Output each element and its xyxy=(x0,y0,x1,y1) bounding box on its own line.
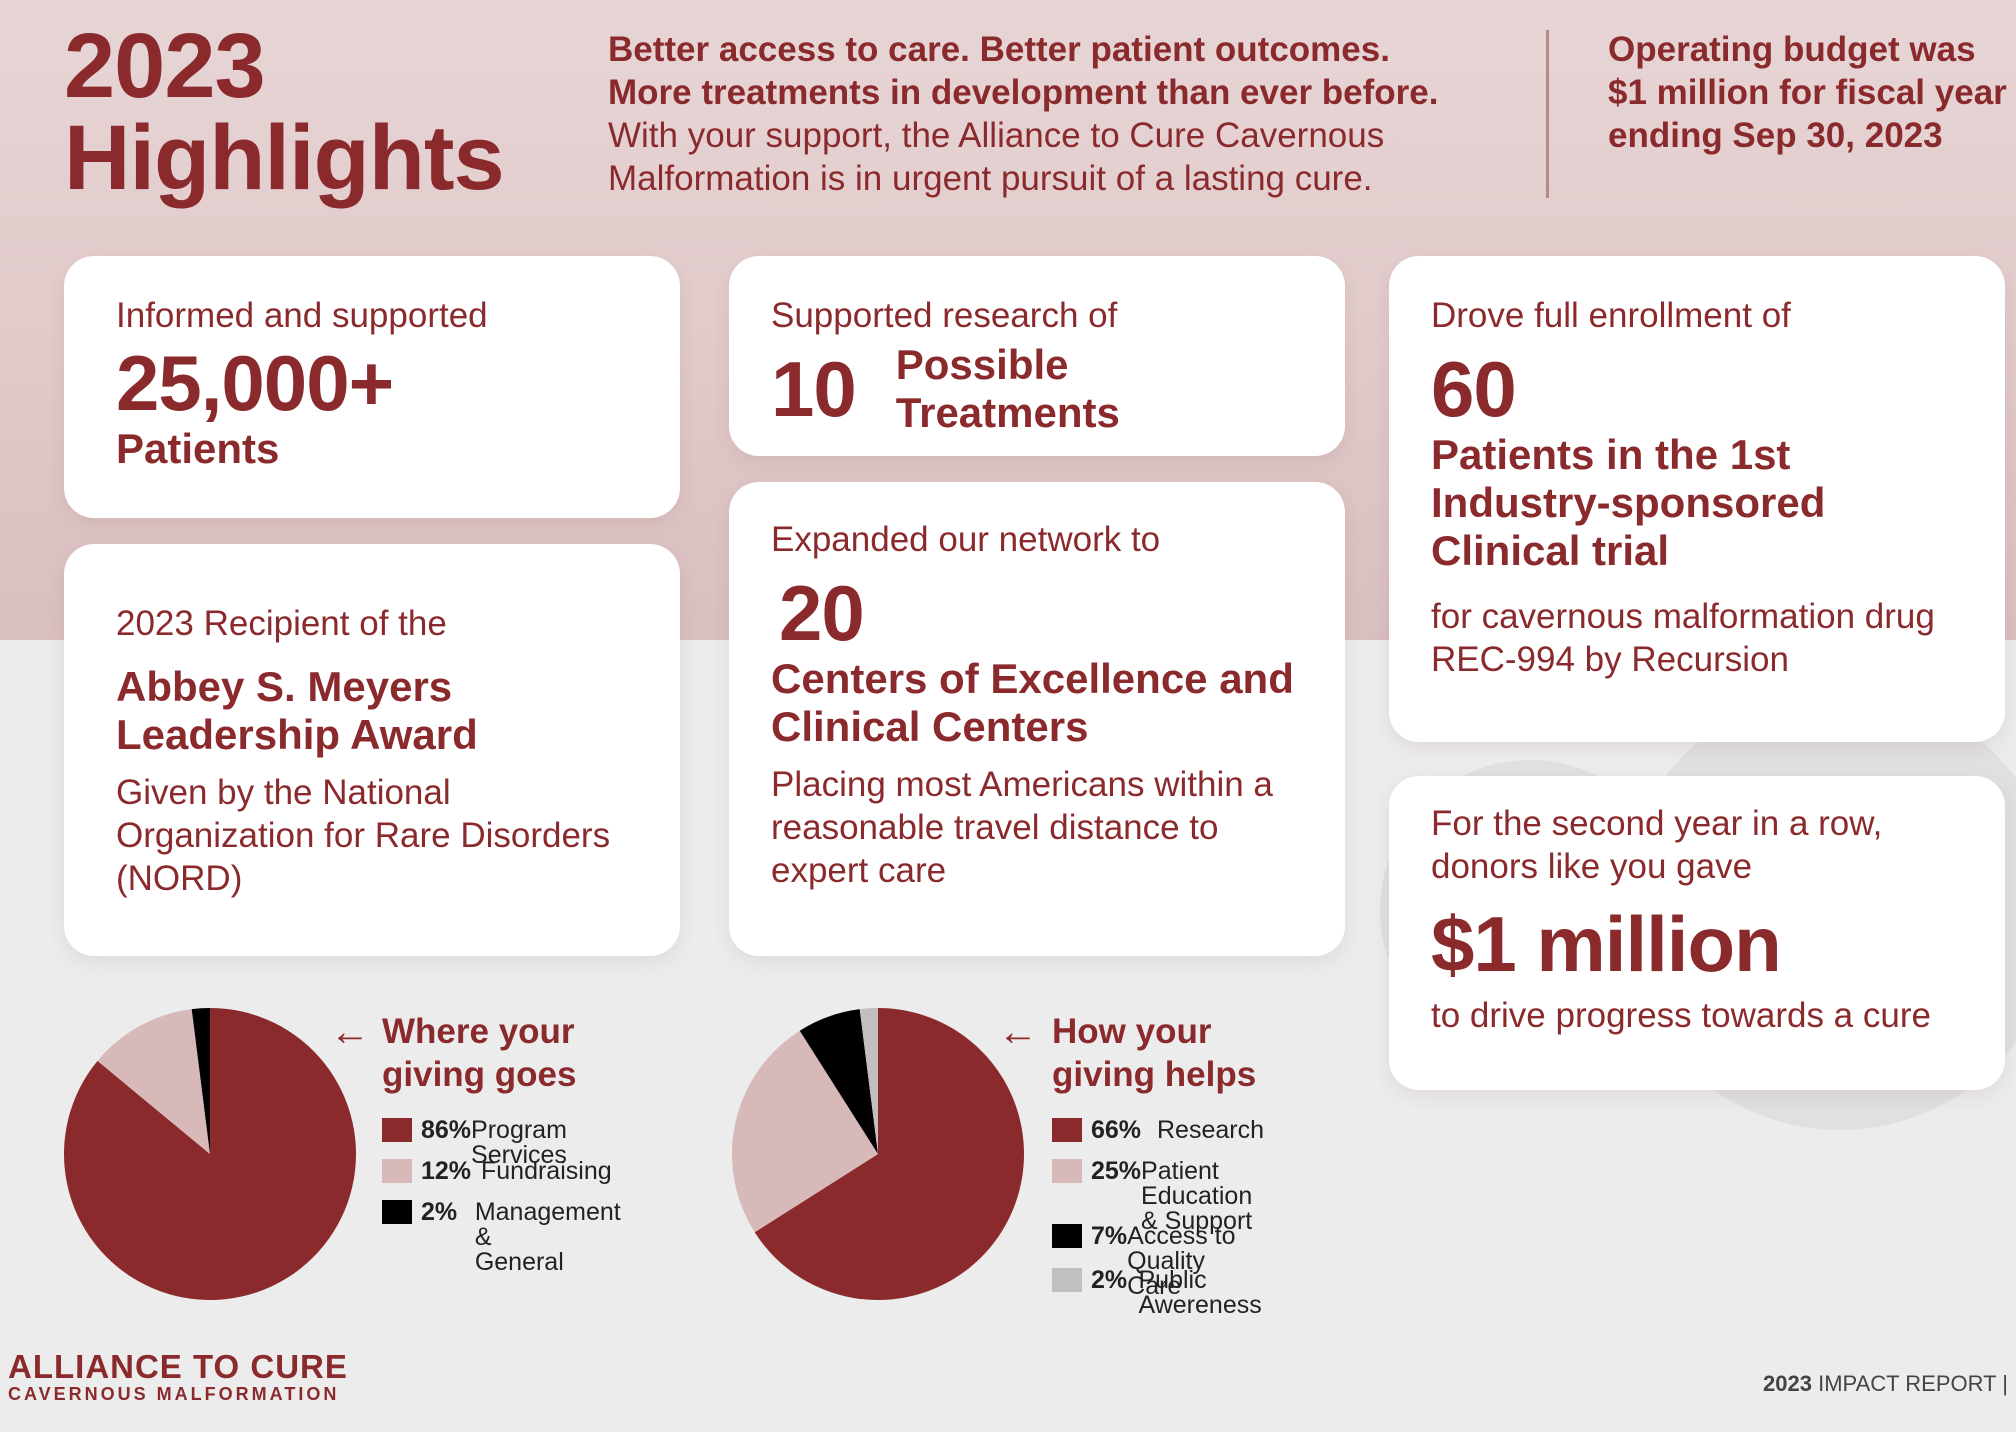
pie-slices xyxy=(732,1008,1024,1300)
intro-bold-2: More treatments in development than ever… xyxy=(608,73,1439,112)
card-detail: for cavernous malformation drug REC-994 … xyxy=(1431,597,1935,679)
pie-slice-2 xyxy=(799,1009,878,1154)
card-detail: Placing most Americans within a reasonab… xyxy=(771,765,1273,890)
pie-slice-1 xyxy=(732,1030,878,1233)
card-number: 25,000+ xyxy=(116,339,394,427)
card-lead: Expanded our network to xyxy=(771,520,1161,559)
legend-item: 12% Fundraising xyxy=(382,1159,612,1184)
legend-label: Program Services xyxy=(471,1116,567,1169)
legend-label: Management & General xyxy=(474,1198,621,1276)
logo-line-1: ALLIANCE TO CURE xyxy=(8,1348,348,1385)
pie-title: Where your giving goes xyxy=(382,1012,577,1094)
card-stat: 10 Possible Treatments xyxy=(771,341,1303,437)
card-treatments: Supported research of 10 Possible Treatm… xyxy=(729,256,1345,456)
legend-percent: 12% xyxy=(421,1157,472,1185)
legend-item: 66% Research xyxy=(1052,1118,1264,1143)
legend-swatch xyxy=(1052,1118,1082,1142)
legend-label: Public Awereness xyxy=(1138,1266,1262,1319)
budget-note: Operating budget was $1 million for fisc… xyxy=(1608,30,2007,155)
card-lead: 2023 Recipient of the xyxy=(116,604,447,643)
card-lead: Supported research of xyxy=(771,296,1118,335)
pie-slice-3 xyxy=(859,1008,878,1154)
card-donors: For the second year in a row, donors lik… xyxy=(1389,776,2005,1090)
legend-label: Access to Quality Care xyxy=(1127,1222,1236,1300)
legend-item: 2% Management & General xyxy=(382,1200,627,1275)
card-label: Patients in the 1st Industry-sponsored C… xyxy=(1431,431,1826,574)
card-number: 10 xyxy=(771,345,857,433)
alliance-logo: ALLIANCE TO CURE CAVERNOUS MALFORMATION xyxy=(8,1348,348,1405)
pie-chart-giving-helps xyxy=(732,1008,1024,1300)
pie-chart-giving-goes xyxy=(63,1008,356,1300)
card-label: Possible Treatments xyxy=(895,341,1120,436)
pie-slice-0 xyxy=(754,1008,1024,1300)
arrow-left-icon: ← xyxy=(330,1010,370,1054)
legend-item: 2% Public Awereness xyxy=(1052,1268,1280,1318)
card-lead: Drove full enrollment of xyxy=(1431,296,1791,335)
legend-percent: 86% xyxy=(421,1116,472,1144)
pie-slices xyxy=(63,1008,356,1300)
card-lead: Informed and supported xyxy=(116,296,488,335)
legend-percent: 25% xyxy=(1091,1157,1142,1185)
award-name: Abbey S. Meyers Leadership Award xyxy=(116,663,478,758)
legend-swatch xyxy=(1052,1268,1082,1292)
legend-percent: 2% xyxy=(1091,1266,1128,1294)
header-divider xyxy=(1546,30,1549,198)
legend-swatch xyxy=(1052,1224,1082,1248)
legend-swatch xyxy=(382,1118,412,1142)
pie-slice-1 xyxy=(97,1009,210,1154)
card-patients: Informed and supported 25,000+ Patients xyxy=(64,256,680,518)
card-label: Patients xyxy=(116,425,280,472)
donation-amount: $1 million xyxy=(1431,900,1782,988)
intro-bold-1: Better access to care. Better patient ou… xyxy=(608,30,1390,69)
card-label: Centers of Excellence and Clinical Cente… xyxy=(771,655,1294,750)
arrow-left-icon: ← xyxy=(998,1010,1038,1054)
footer-year: 2023 xyxy=(1763,1371,1812,1396)
pie-slice-0 xyxy=(63,1008,356,1300)
footer-text: IMPACT REPORT | xyxy=(1811,1371,2008,1396)
page-title: 2023 Highlights xyxy=(64,15,505,209)
card-number: 60 xyxy=(1431,345,1517,433)
card-award: 2023 Recipient of the Abbey S. Meyers Le… xyxy=(64,544,680,956)
legend-item: 86% Program Services xyxy=(382,1118,577,1168)
card-network: Expanded our network to 20 Centers of Ex… xyxy=(729,482,1345,956)
card-enrollment: Drove full enrollment of 60 Patients in … xyxy=(1389,256,2005,742)
card-lead: For the second year in a row, donors lik… xyxy=(1431,804,1883,886)
pie-slice-2 xyxy=(191,1008,210,1154)
card-detail: Given by the National Organization for R… xyxy=(116,773,611,898)
legend-percent: 2% xyxy=(421,1198,458,1226)
legend-label: Fundraising xyxy=(481,1157,612,1185)
pie-title: How your giving helps xyxy=(1052,1012,1257,1094)
title-word: Highlights xyxy=(64,107,505,209)
card-detail: to drive progress towards a cure xyxy=(1431,996,1931,1035)
legend-item: 25% Patient Education & Support xyxy=(1052,1159,1268,1234)
legend-percent: 66% xyxy=(1091,1116,1142,1144)
legend-label: Patient Education & Support xyxy=(1141,1157,1253,1235)
intro-text: Better access to care. Better patient ou… xyxy=(608,28,1528,200)
legend-item: 7% Access to Quality Care xyxy=(1052,1224,1238,1299)
title-year: 2023 xyxy=(64,15,266,117)
legend-swatch xyxy=(382,1159,412,1183)
legend-swatch xyxy=(382,1200,412,1224)
footer-label: 2023 IMPACT REPORT | xyxy=(1763,1370,2008,1398)
card-number: 20 xyxy=(779,569,865,657)
legend-label: Research xyxy=(1157,1116,1264,1144)
intro-body: With your support, the Alliance to Cure … xyxy=(608,116,1385,198)
logo-line-2: CAVERNOUS MALFORMATION xyxy=(8,1384,340,1404)
legend-percent: 7% xyxy=(1091,1222,1128,1250)
legend-swatch xyxy=(1052,1159,1082,1183)
